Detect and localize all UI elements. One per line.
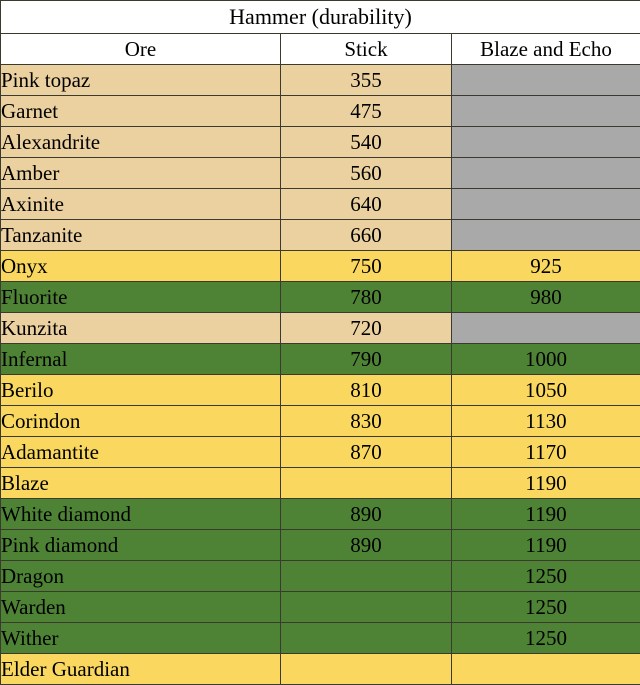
cell-stick[interactable]: 540 xyxy=(281,127,452,158)
cell-blaze-and-echo[interactable]: 1250 xyxy=(452,592,640,623)
cell-ore[interactable]: Blaze xyxy=(1,468,281,499)
table-row: Warden 1250 xyxy=(1,592,640,623)
cell-stick[interactable]: 790 xyxy=(281,344,452,375)
cell-blaze-and-echo[interactable] xyxy=(452,65,640,96)
cell-stick[interactable]: 870 xyxy=(281,437,452,468)
table-title: Hammer (durability) xyxy=(1,1,640,34)
column-header-ore[interactable]: Ore xyxy=(1,34,281,65)
cell-ore[interactable]: Pink topaz xyxy=(1,65,281,96)
cell-stick[interactable]: 720 xyxy=(281,313,452,344)
cell-blaze-and-echo[interactable]: 1190 xyxy=(452,468,640,499)
cell-stick[interactable] xyxy=(281,468,452,499)
cell-ore[interactable]: Onyx xyxy=(1,251,281,282)
cell-ore[interactable]: Corindon xyxy=(1,406,281,437)
cell-stick[interactable] xyxy=(281,623,452,654)
cell-blaze-and-echo[interactable]: 1190 xyxy=(452,499,640,530)
cell-ore[interactable]: Kunzita xyxy=(1,313,281,344)
cell-stick[interactable] xyxy=(281,592,452,623)
cell-blaze-and-echo[interactable]: 1250 xyxy=(452,561,640,592)
cell-ore[interactable]: White diamond xyxy=(1,499,281,530)
cell-blaze-and-echo[interactable]: 1170 xyxy=(452,437,640,468)
table-row: Dragon 1250 xyxy=(1,561,640,592)
cell-ore[interactable]: Elder Guardian xyxy=(1,654,281,685)
cell-blaze-and-echo[interactable] xyxy=(452,127,640,158)
cell-blaze-and-echo[interactable] xyxy=(452,96,640,127)
table-row: Elder Guardian xyxy=(1,654,640,685)
column-header-stick[interactable]: Stick xyxy=(281,34,452,65)
cell-blaze-and-echo[interactable]: 1130 xyxy=(452,406,640,437)
cell-blaze-and-echo[interactable] xyxy=(452,654,640,685)
cell-stick[interactable] xyxy=(281,654,452,685)
cell-stick[interactable]: 355 xyxy=(281,65,452,96)
cell-stick[interactable]: 810 xyxy=(281,375,452,406)
cell-blaze-and-echo[interactable]: 1190 xyxy=(452,530,640,561)
cell-ore[interactable]: Garnet xyxy=(1,96,281,127)
cell-ore[interactable]: Wither xyxy=(1,623,281,654)
cell-stick[interactable]: 660 xyxy=(281,220,452,251)
cell-stick[interactable]: 830 xyxy=(281,406,452,437)
cell-ore[interactable]: Pink diamond xyxy=(1,530,281,561)
cell-stick[interactable]: 640 xyxy=(281,189,452,220)
cell-stick[interactable] xyxy=(281,561,452,592)
cell-stick[interactable]: 560 xyxy=(281,158,452,189)
cell-stick[interactable]: 890 xyxy=(281,499,452,530)
table-header-row: Ore Stick Blaze and Echo xyxy=(1,34,640,65)
cell-blaze-and-echo[interactable] xyxy=(452,158,640,189)
cell-stick[interactable]: 475 xyxy=(281,96,452,127)
column-header-blaze-and-echo[interactable]: Blaze and Echo xyxy=(452,34,640,65)
cell-stick[interactable]: 780 xyxy=(281,282,452,313)
cell-blaze-and-echo[interactable]: 980 xyxy=(452,282,640,313)
cell-ore[interactable]: Amber xyxy=(1,158,281,189)
cell-blaze-and-echo[interactable]: 1000 xyxy=(452,344,640,375)
cell-stick[interactable]: 750 xyxy=(281,251,452,282)
cell-ore[interactable]: Infernal xyxy=(1,344,281,375)
table-title-row: Hammer (durability) xyxy=(1,1,640,34)
cell-ore[interactable]: Adamantite xyxy=(1,437,281,468)
cell-ore[interactable]: Alexandrite xyxy=(1,127,281,158)
cell-ore[interactable]: Berilo xyxy=(1,375,281,406)
cell-blaze-and-echo[interactable] xyxy=(452,313,640,344)
table-row: Blaze 1190 xyxy=(1,468,640,499)
cell-ore[interactable]: Warden xyxy=(1,592,281,623)
cell-ore[interactable]: Axinite xyxy=(1,189,281,220)
cell-blaze-and-echo[interactable]: 1050 xyxy=(452,375,640,406)
cell-ore[interactable]: Dragon xyxy=(1,561,281,592)
cell-blaze-and-echo[interactable] xyxy=(452,220,640,251)
cell-blaze-and-echo[interactable]: 925 xyxy=(452,251,640,282)
cell-stick[interactable]: 890 xyxy=(281,530,452,561)
cell-blaze-and-echo[interactable]: 1250 xyxy=(452,623,640,654)
table-row: Wither 1250 xyxy=(1,623,640,654)
cell-ore[interactable]: Tanzanite xyxy=(1,220,281,251)
cell-blaze-and-echo[interactable] xyxy=(452,189,640,220)
cell-ore[interactable]: Fluorite xyxy=(1,282,281,313)
